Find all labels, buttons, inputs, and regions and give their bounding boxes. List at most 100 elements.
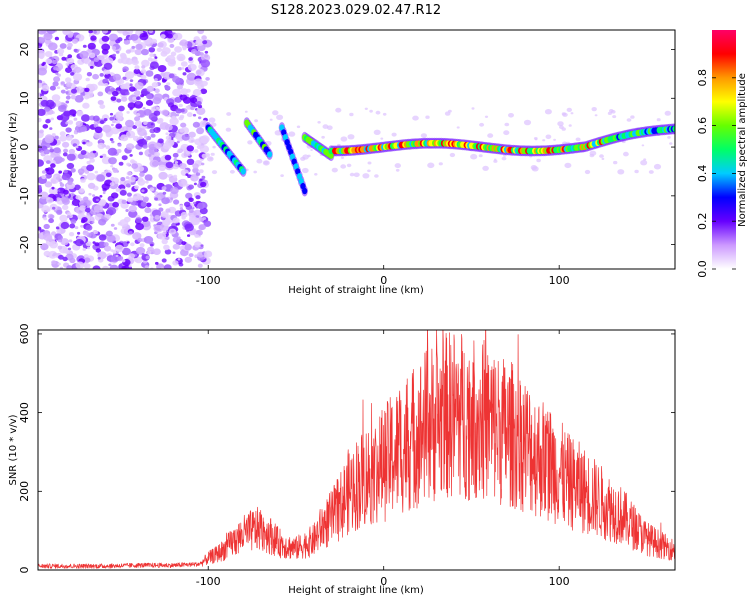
noise-blob: [172, 217, 180, 224]
noise-blob: [203, 220, 212, 227]
noise-blob: [667, 136, 671, 139]
noise-blob: [123, 39, 131, 45]
colorbar-scale: [712, 30, 736, 269]
noise-blob: [177, 148, 183, 153]
noise-blob: [62, 189, 69, 195]
noise-blob: [74, 95, 84, 103]
noise-blob: [149, 159, 159, 168]
noise-blob: [48, 187, 58, 195]
noise-blob: [97, 241, 106, 249]
noise-blob: [91, 221, 95, 224]
noise-blob: [66, 215, 71, 219]
noise-blob: [456, 126, 460, 129]
noise-blob: [112, 73, 121, 81]
noise-blob: [46, 30, 56, 34]
noise-blob: [126, 130, 136, 139]
noise-blob: [66, 57, 75, 65]
noise-blob: [106, 234, 116, 243]
track-core: [298, 178, 304, 185]
noise-blob: [65, 100, 70, 104]
snr-x-axis-label: Height of straight line (km): [288, 585, 424, 596]
noise-blob: [149, 187, 155, 192]
noise-blob: [196, 101, 202, 106]
noise-blob: [136, 96, 141, 101]
noise-blob: [137, 237, 143, 243]
noise-blob: [111, 140, 115, 144]
noise-blob: [176, 84, 183, 90]
noise-blob: [88, 30, 93, 34]
noise-blob: [125, 209, 129, 212]
noise-blob: [176, 113, 180, 117]
noise-blob: [150, 133, 156, 138]
noise-blob: [181, 134, 190, 141]
noise-blob: [566, 107, 572, 112]
noise-blob: [226, 112, 232, 116]
noise-blob: [55, 176, 61, 181]
spectrogram-y-ticks: 20 10 0 -10 -20: [18, 43, 675, 254]
track-core: [281, 129, 287, 136]
noise-blob: [74, 130, 77, 133]
spectrogram-y-tick-label: 10: [18, 91, 31, 105]
noise-blob: [93, 123, 99, 128]
noise-blob: [86, 160, 91, 165]
noise-blob: [113, 227, 118, 230]
noise-blob: [198, 116, 202, 120]
noise-blob: [105, 145, 111, 150]
noise-blob: [52, 81, 59, 87]
noise-blob: [75, 86, 84, 94]
spectrogram-signal-track: [205, 117, 675, 197]
noise-blob: [84, 90, 94, 99]
noise-blob: [194, 234, 200, 238]
noise-blob: [140, 74, 147, 80]
noise-blob: [65, 77, 72, 83]
noise-blob: [40, 243, 49, 251]
noise-blob: [60, 221, 70, 230]
noise-blob: [373, 129, 381, 135]
noise-blob: [375, 110, 381, 115]
noise-blob: [208, 117, 216, 123]
noise-blob: [137, 178, 146, 186]
noise-blob: [181, 241, 187, 246]
noise-blob: [195, 195, 201, 200]
noise-blob: [39, 129, 44, 134]
noise-blob: [204, 250, 213, 258]
noise-blob: [70, 95, 76, 100]
noise-blob: [75, 261, 85, 269]
noise-blob: [52, 206, 56, 210]
noise-blob: [43, 223, 50, 230]
noise-blob: [74, 239, 84, 247]
noise-blob: [53, 66, 58, 71]
noise-blob: [199, 145, 210, 154]
noise-blob: [205, 77, 210, 81]
noise-blob: [42, 61, 46, 65]
noise-blob: [471, 107, 475, 110]
noise-blob: [570, 112, 574, 115]
noise-blob: [412, 115, 419, 121]
noise-blob: [38, 37, 46, 44]
noise-blob: [46, 197, 54, 204]
noise-blob: [38, 185, 42, 191]
noise-blob: [128, 210, 138, 218]
noise-blob: [653, 163, 662, 170]
noise-blob: [153, 127, 161, 133]
noise-blob: [117, 37, 123, 42]
noise-blob: [89, 158, 95, 163]
spectrogram-noise-field: [38, 30, 673, 269]
snr-y-tick-label: 0: [18, 567, 31, 574]
noise-blob: [317, 121, 321, 124]
noise-blob: [59, 135, 67, 142]
noise-blob: [120, 57, 130, 65]
noise-blob: [353, 172, 360, 178]
noise-blob: [134, 82, 144, 90]
noise-blob: [163, 244, 170, 251]
noise-blob: [165, 135, 172, 141]
noise-blob: [172, 260, 179, 266]
noise-blob: [394, 163, 401, 169]
noise-blob: [104, 245, 112, 252]
noise-blob: [83, 196, 89, 202]
noise-blob: [79, 240, 85, 245]
noise-blob: [61, 173, 71, 181]
noise-blob: [190, 97, 198, 104]
noise-blob: [121, 259, 126, 263]
noise-blob: [110, 96, 117, 101]
